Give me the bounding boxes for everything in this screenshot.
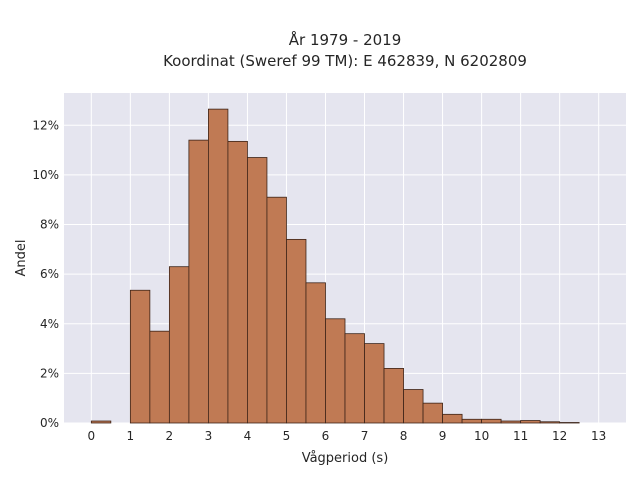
y-tick-label: 4%: [40, 317, 59, 331]
histogram-bar: [520, 420, 541, 424]
histogram-bar: [344, 333, 365, 424]
x-tick-label: 11: [513, 429, 528, 443]
x-tick-label: 4: [244, 429, 252, 443]
histogram-bar: [422, 402, 443, 424]
histogram-bar: [500, 420, 522, 424]
histogram-bar: [168, 266, 190, 424]
x-tick-label: 1: [127, 429, 135, 443]
histogram-bar: [461, 418, 482, 424]
histogram-bar: [383, 368, 404, 424]
y-tick-label: 6%: [40, 267, 59, 281]
histogram-bar: [149, 330, 170, 424]
y-tick-label: 10%: [32, 168, 59, 182]
x-tick-label: 3: [205, 429, 213, 443]
x-tick-label: 12: [552, 429, 567, 443]
histogram-bar: [247, 157, 268, 424]
x-tick-label: 5: [283, 429, 291, 443]
histogram-bar: [403, 389, 424, 424]
histogram-bar: [188, 139, 209, 424]
histogram-bar: [266, 196, 287, 424]
x-tick-label: 6: [322, 429, 330, 443]
x-axis-ticks: 0 1 2 3 4 5 6 7 8 9 10 11 12 13: [87, 429, 606, 443]
y-tick-label: 0%: [40, 416, 59, 430]
histogram-bars: [90, 108, 580, 424]
histogram-bar: [442, 413, 463, 424]
histogram-bar: [559, 422, 580, 424]
y-axis-ticks: 0% 2% 4% 6% 8% 10% 12%: [32, 118, 59, 430]
histogram-bar: [227, 140, 248, 424]
x-tick-label: 0: [87, 429, 95, 443]
histogram-bar: [129, 289, 151, 424]
y-axis-label: Andel: [14, 240, 29, 277]
y-tick-label: 12%: [32, 118, 59, 132]
histogram-bar: [90, 420, 112, 424]
x-tick-label: 2: [166, 429, 174, 443]
x-tick-label: 10: [474, 429, 489, 443]
x-tick-label: 9: [439, 429, 447, 443]
chart-title-line-1: År 1979 - 2019: [289, 30, 402, 49]
histogram-bar: [539, 421, 561, 424]
histogram-bar: [286, 238, 307, 424]
y-tick-label: 8%: [40, 218, 59, 232]
x-tick-label: 7: [361, 429, 369, 443]
x-tick-label: 13: [591, 429, 606, 443]
histogram-bar: [364, 343, 385, 424]
x-axis-label: Vågperiod (s): [302, 451, 389, 466]
y-tick-label: 2%: [40, 366, 59, 380]
histogram-bar: [208, 108, 229, 424]
x-tick-label: 8: [400, 429, 408, 443]
histogram-bar: [325, 318, 346, 424]
histogram-bar: [305, 282, 326, 424]
histogram-bar: [481, 418, 502, 424]
chart-title-line-2: Koordinat (Sweref 99 TM): E 462839, N 62…: [163, 52, 527, 70]
